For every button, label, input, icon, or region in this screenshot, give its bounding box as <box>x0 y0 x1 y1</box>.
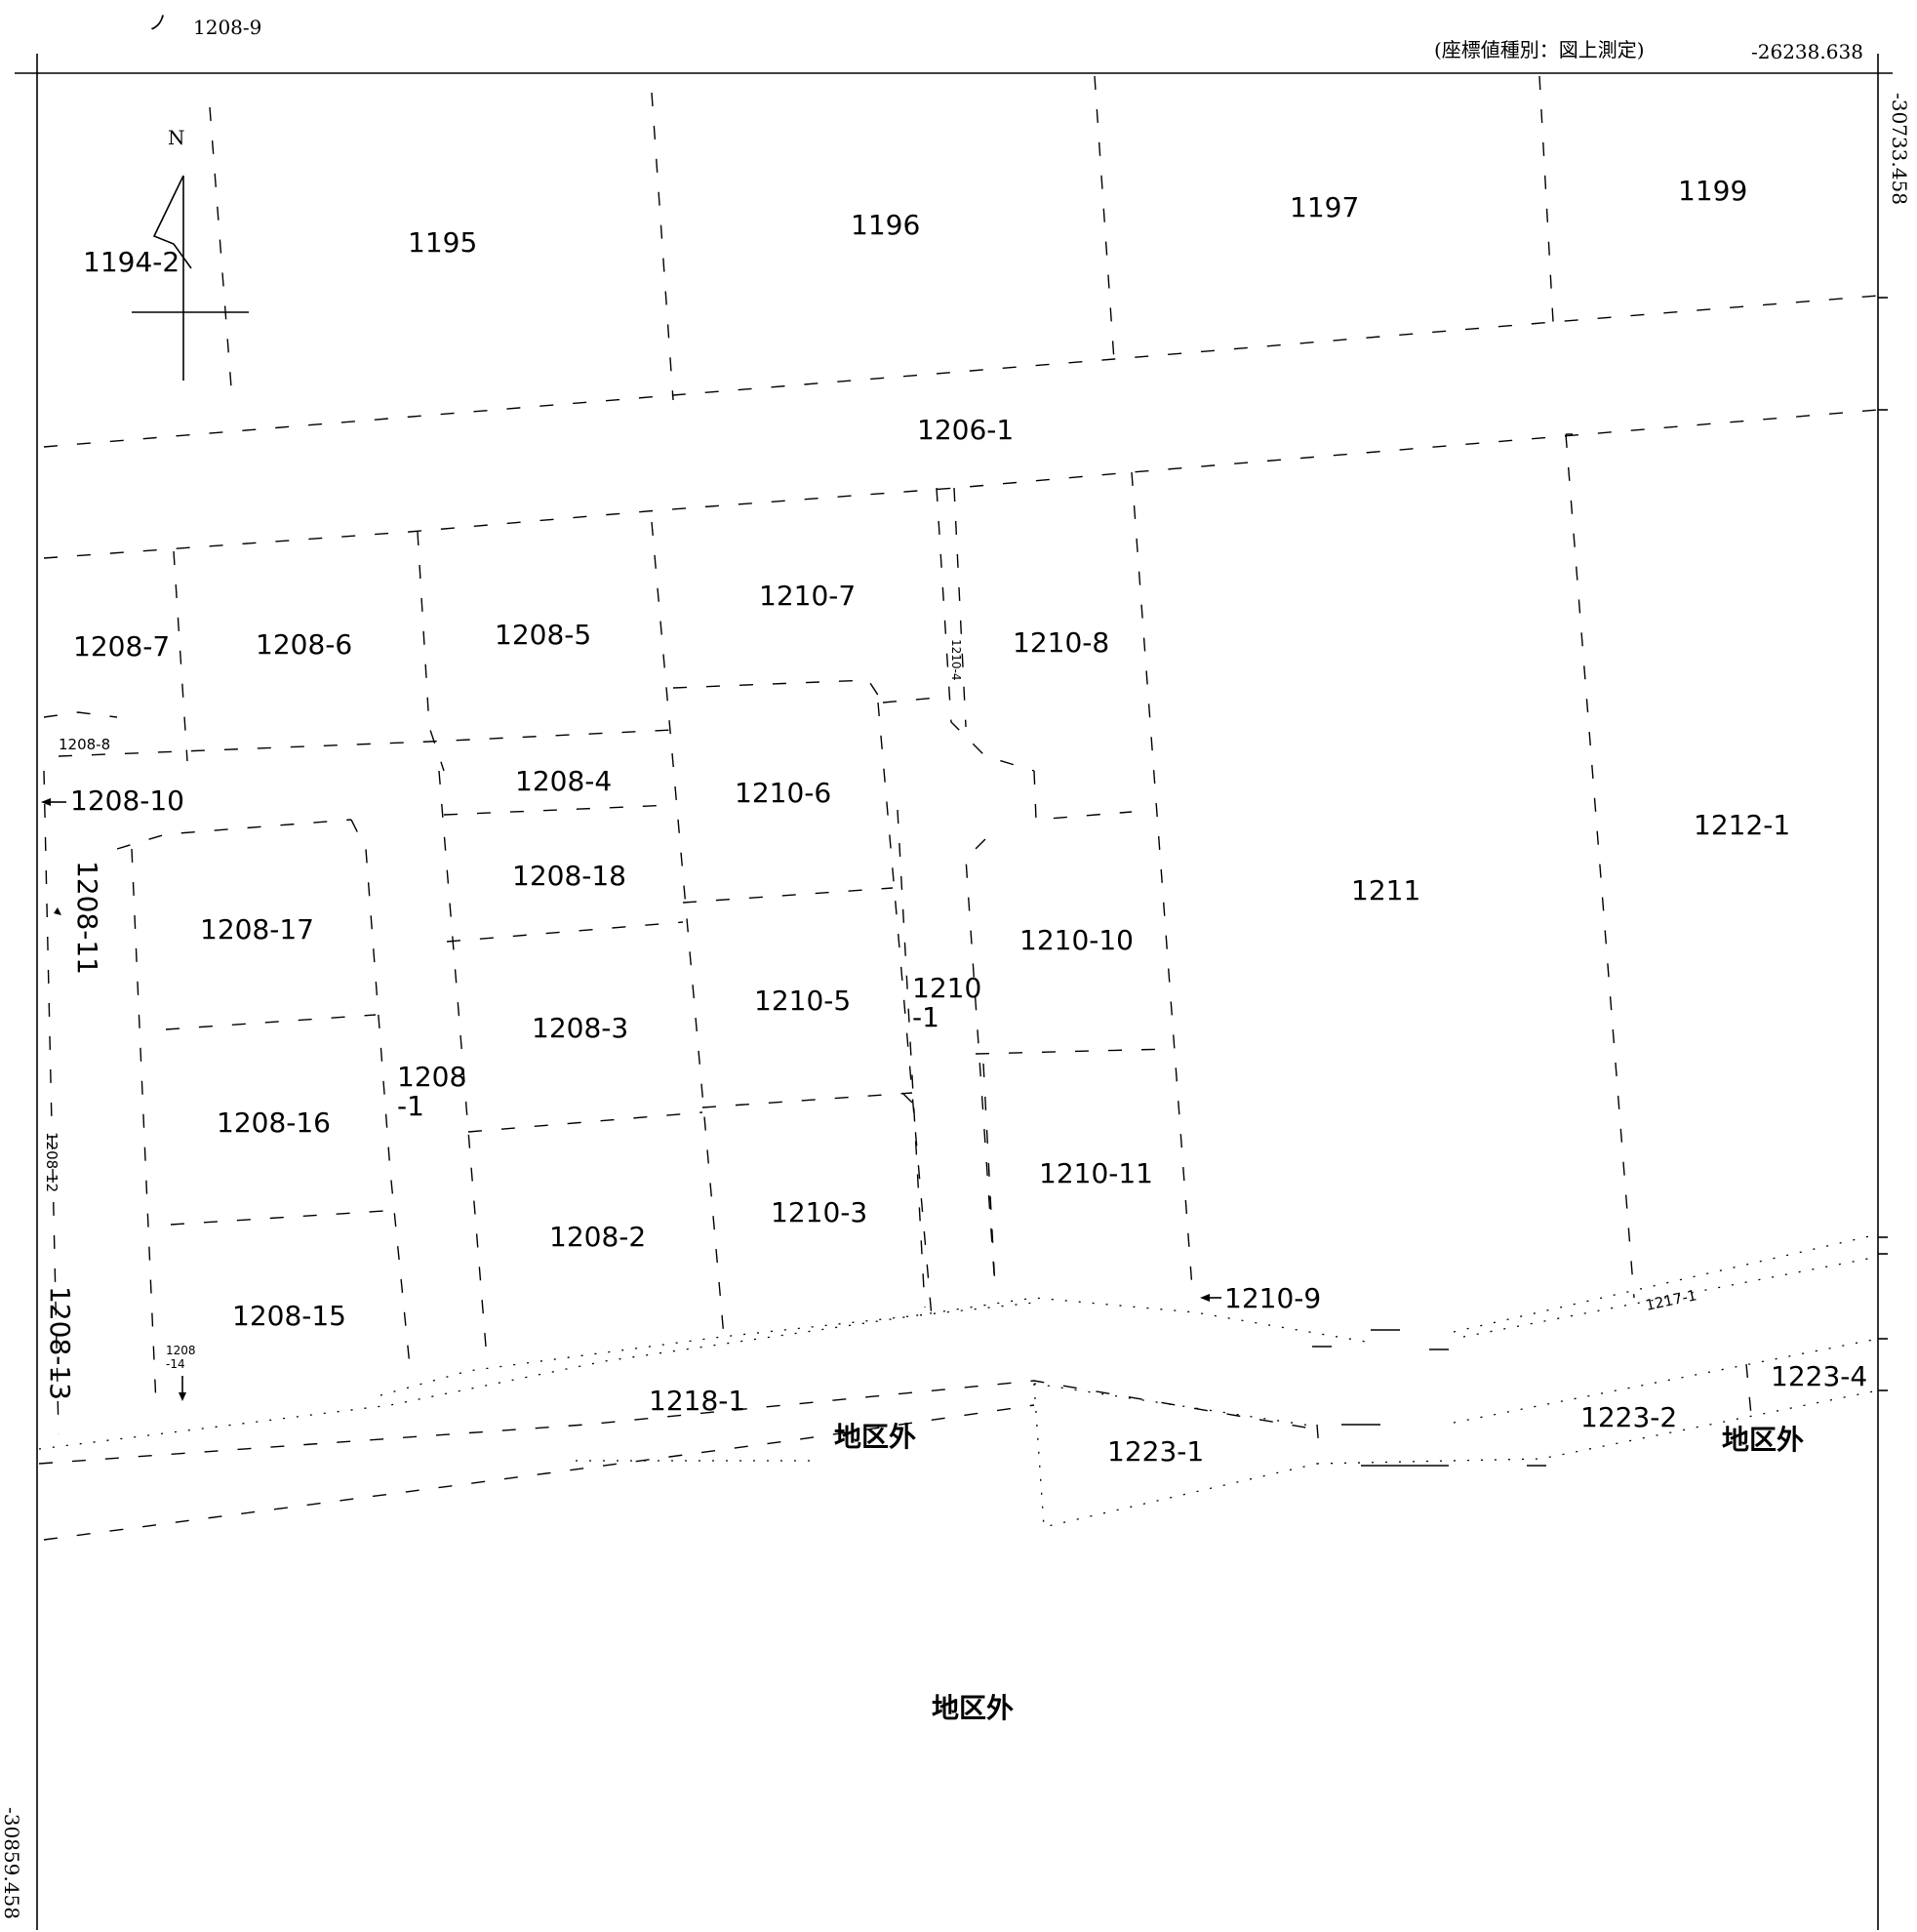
parcel-1210-9: 1210-9 <box>1224 1282 1321 1314</box>
parcel-1208-7: 1208-7 <box>73 630 170 663</box>
parcel-1208-1-bottom: -1 <box>397 1090 424 1122</box>
parcel-1208-18: 1208-18 <box>512 860 626 892</box>
parcel-1206-1: 1206-1 <box>917 414 1014 446</box>
parcel-1210-11: 1210-11 <box>1039 1157 1153 1189</box>
coordinate-note: (座標値種別：図上測定) <box>1434 38 1645 61</box>
coord-right: -30733.458 <box>1888 93 1911 205</box>
parcel-1195: 1195 <box>408 226 477 259</box>
parcel-1208-15: 1208-15 <box>232 1300 346 1332</box>
parcel-1210-1-top: 1210 <box>912 972 981 1004</box>
north-label: N <box>168 126 185 149</box>
parcel-1210-7: 1210-7 <box>759 580 856 612</box>
coord-top: -26238.638 <box>1751 40 1863 63</box>
parcel-1194-2: 1194-2 <box>83 246 180 278</box>
parcel-1208-13: 1208-13 <box>44 1286 76 1400</box>
parcel-1217-1: 1217-1 <box>1644 1286 1698 1314</box>
parcel-1210-10: 1210-10 <box>1019 924 1134 956</box>
parcel-1210-6: 1210-6 <box>735 777 831 809</box>
parcel-1218-1: 1218-1 <box>649 1385 745 1417</box>
parcel-1211: 1211 <box>1351 874 1420 906</box>
parcel-1208-16: 1208-16 <box>217 1107 331 1139</box>
map-frame <box>15 54 1893 1930</box>
outside-district-label-right: 地区外 <box>1722 1424 1804 1456</box>
pointer-icon <box>54 907 61 915</box>
parcel-1212-1: 1212-1 <box>1694 809 1790 841</box>
parcel-1208-8: 1208-8 <box>59 736 110 753</box>
parcel-1208-4: 1208-4 <box>515 765 612 797</box>
parcel-1210-5: 1210-5 <box>754 985 851 1017</box>
svg-text:ノ: ノ <box>148 11 168 34</box>
parcel-1223-4: 1223-4 <box>1771 1360 1867 1392</box>
parcel-1208-14-top: 1208 <box>166 1344 196 1357</box>
pointer-icon <box>1200 1294 1210 1302</box>
outside-district-label: 地区外 <box>834 1421 916 1453</box>
parcel-1208-12: 1208 12 <box>43 1132 60 1192</box>
parcel-1208-10: 1208-10 <box>70 785 184 817</box>
parcel-1196: 1196 <box>851 209 920 241</box>
parcel-1223-2: 1223-2 <box>1580 1401 1677 1433</box>
parcel-labels: 1194-2 1195 1196 1197 1199 1206-1 1208-7… <box>43 175 1867 1468</box>
parcel-1210-4: 1210-4 <box>949 639 963 681</box>
pointer-markers <box>41 798 1221 1401</box>
top-parcel-label: 1208-9 <box>193 16 261 39</box>
parcel-boundaries <box>43 75 1879 1435</box>
pointer-icon <box>41 798 51 806</box>
parcel-1223-1: 1223-1 <box>1107 1435 1204 1468</box>
parcel-1208-14-bottom: -14 <box>166 1357 185 1371</box>
parcel-1197: 1197 <box>1290 191 1359 223</box>
parcel-1210-3: 1210-3 <box>771 1196 867 1228</box>
parcel-1208-17: 1208-17 <box>200 913 314 946</box>
parcel-1208-1-top: 1208 <box>397 1061 466 1093</box>
coord-bottom: -30859.458 <box>0 1807 23 1919</box>
outside-district-label-bottom: 地区外 <box>932 1692 1014 1724</box>
parcel-1208-5: 1208-5 <box>495 619 591 651</box>
north-arrow-icon: N <box>132 126 249 381</box>
pointer-icon <box>179 1392 186 1401</box>
parcel-1208-6: 1208-6 <box>256 628 352 661</box>
parcel-1208-11: 1208-11 <box>71 861 103 975</box>
parcel-1208-2: 1208-2 <box>549 1221 646 1253</box>
parcel-1208-3: 1208-3 <box>532 1012 628 1044</box>
parcel-1210-1-bottom: -1 <box>912 1001 939 1033</box>
road-boundaries <box>38 1233 1879 1541</box>
parcel-1210-8: 1210-8 <box>1013 626 1109 659</box>
parcel-1199: 1199 <box>1678 175 1747 207</box>
